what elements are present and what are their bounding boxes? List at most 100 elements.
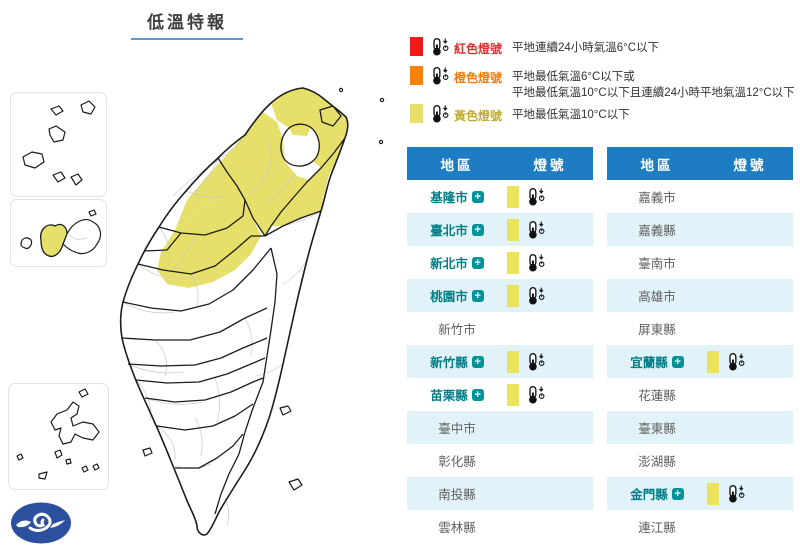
signal-cell [507,251,593,274]
table-header: 地區 燈號 [407,147,593,180]
signal-cell [707,350,793,373]
expand-plus-icon[interactable]: + [471,223,484,236]
region-name: 苗栗縣 [430,389,468,403]
yellow-signal-bar [507,284,519,307]
expand-plus-icon[interactable]: + [671,487,684,500]
legend: 紅色燈號 平地連續24小時氣溫6°C以下 橙色燈號 平地最低氣溫6°C以下或 平地最低氣… [410,0,798,140]
table-row: 彰化縣 [407,444,593,477]
table-row: 臺南市 [607,246,793,279]
region-cell: 金門縣 + [607,484,707,503]
table-row[interactable]: 宜蘭縣 + [607,345,793,378]
table-row: 臺中市 [407,411,593,444]
region-name: 臺東縣 [638,422,676,436]
legend-row: 紅色燈號 平地連續24小時氣溫6°C以下 [410,37,659,62]
signal-cell [507,350,593,373]
region-cell: 基隆市 + [407,187,507,206]
expand-plus-icon[interactable]: + [471,388,484,401]
region-cell: 苗栗縣 + [407,385,507,404]
region-name: 南投縣 [438,488,476,502]
region-cell: 澎湖縣 [607,451,707,470]
table-row[interactable]: 新北市 + [407,246,593,279]
region-name: 新竹市 [438,323,476,337]
region-cell: 新北市 + [407,253,507,272]
signal-cell [707,482,793,505]
legend-label: 黃色燈號 [454,109,503,123]
matsu-inset-map [10,92,107,197]
legend-color-swatch [410,104,423,123]
table-row: 雲林縣 [407,510,593,543]
region-name: 新北市 [430,257,468,271]
region-name: 澎湖縣 [638,455,676,469]
signal-table-west: 地區 燈號 基隆市 + 臺北市 + 新北市 + 桃園市 + 新竹市 新竹縣 + 苗栗縣 + 臺中市 彰化縣南… [407,147,593,543]
yellow-signal-bar [507,218,519,241]
region-name: 金門縣 [630,488,668,502]
signal-table-east: 地區 燈號 嘉義市 嘉義縣 臺南市 高雄市 屏東縣 宜蘭縣 + 花蓮縣 臺東縣 澎湖縣 金門縣 + 連江… [607,147,793,543]
table-row[interactable]: 新竹縣 + [407,345,593,378]
thermometer-icon [529,286,545,304]
yellow-signal-bar [507,350,519,373]
thermometer-icon [428,104,450,129]
legend-color-swatch [410,66,423,85]
table-row: 花蓮縣 [607,378,793,411]
table-row[interactable]: 金門縣 + [607,477,793,510]
region-column-header: 地區 [640,157,674,173]
region-cell: 新竹縣 + [407,352,507,371]
thermometer-icon [529,253,545,271]
table-row[interactable]: 基隆市 + [407,180,593,213]
region-name: 宜蘭縣 [630,356,668,370]
kinmen-inset-map [10,199,107,267]
yellow-signal-bar [507,383,519,406]
region-name: 桃園市 [430,290,468,304]
table-row: 澎湖縣 [607,444,793,477]
region-name: 連江縣 [638,521,676,535]
expand-plus-icon[interactable]: + [471,256,484,269]
region-cell: 嘉義市 [607,187,707,206]
table-rows: 嘉義市 嘉義縣 臺南市 高雄市 屏東縣 宜蘭縣 + 花蓮縣 臺東縣 澎湖縣 金門縣 + 連江縣 [607,180,793,543]
region-cell: 南投縣 [407,484,507,503]
table-row[interactable]: 苗栗縣 + [407,378,593,411]
legend-description: 平地最低氣溫10°C以下 [512,109,630,121]
table-row[interactable]: 桃園市 + [407,279,593,312]
expand-plus-icon[interactable]: + [471,355,484,368]
thermometer-icon [529,187,545,205]
expand-plus-icon[interactable]: + [471,190,484,203]
region-name: 臺北市 [430,224,468,238]
yellow-signal-bar [507,185,519,208]
page-title: 低溫特報 [131,8,243,40]
region-name: 彰化縣 [438,455,476,469]
table-row: 臺東縣 [607,411,793,444]
signal-column-header: 燈號 [733,157,767,173]
table-row: 南投縣 [407,477,593,510]
table-row: 連江縣 [607,510,793,543]
table-row: 嘉義市 [607,180,793,213]
region-cell: 宜蘭縣 + [607,352,707,371]
thermometer-icon [433,105,449,123]
thermometer-icon [428,37,450,62]
table-header: 地區 燈號 [607,147,793,180]
table-row: 高雄市 [607,279,793,312]
region-column-header: 地區 [440,157,474,173]
region-name: 雲林縣 [438,521,476,535]
region-name: 高雄市 [638,290,676,304]
legend-description: 平地連續24小時氣溫6°C以下 [512,42,660,54]
thermometer-icon [529,352,545,370]
table-row[interactable]: 臺北市 + [407,213,593,246]
region-cell: 彰化縣 [407,451,507,470]
legend-label: 紅色燈號 [454,42,503,56]
expand-plus-icon[interactable]: + [471,289,484,302]
expand-plus-icon[interactable]: + [671,355,684,368]
yellow-signal-bar [707,350,719,373]
signal-column-header: 燈號 [533,157,567,173]
signal-cell [507,218,593,241]
taiwan-main-map [119,87,385,536]
cwa-logo [11,502,71,544]
signal-cell [507,284,593,307]
penghu-inset-map [8,383,109,490]
region-cell: 高雄市 [607,286,707,305]
legend-description: 平地最低氣溫6°C以下或 平地最低氣溫10°C以下且連續24小時平地氣溫12°C以… [512,71,795,99]
thermometer-icon [529,385,545,403]
region-name: 嘉義縣 [638,224,676,238]
region-name: 臺中市 [438,422,476,436]
region-cell: 新竹市 [407,319,507,338]
